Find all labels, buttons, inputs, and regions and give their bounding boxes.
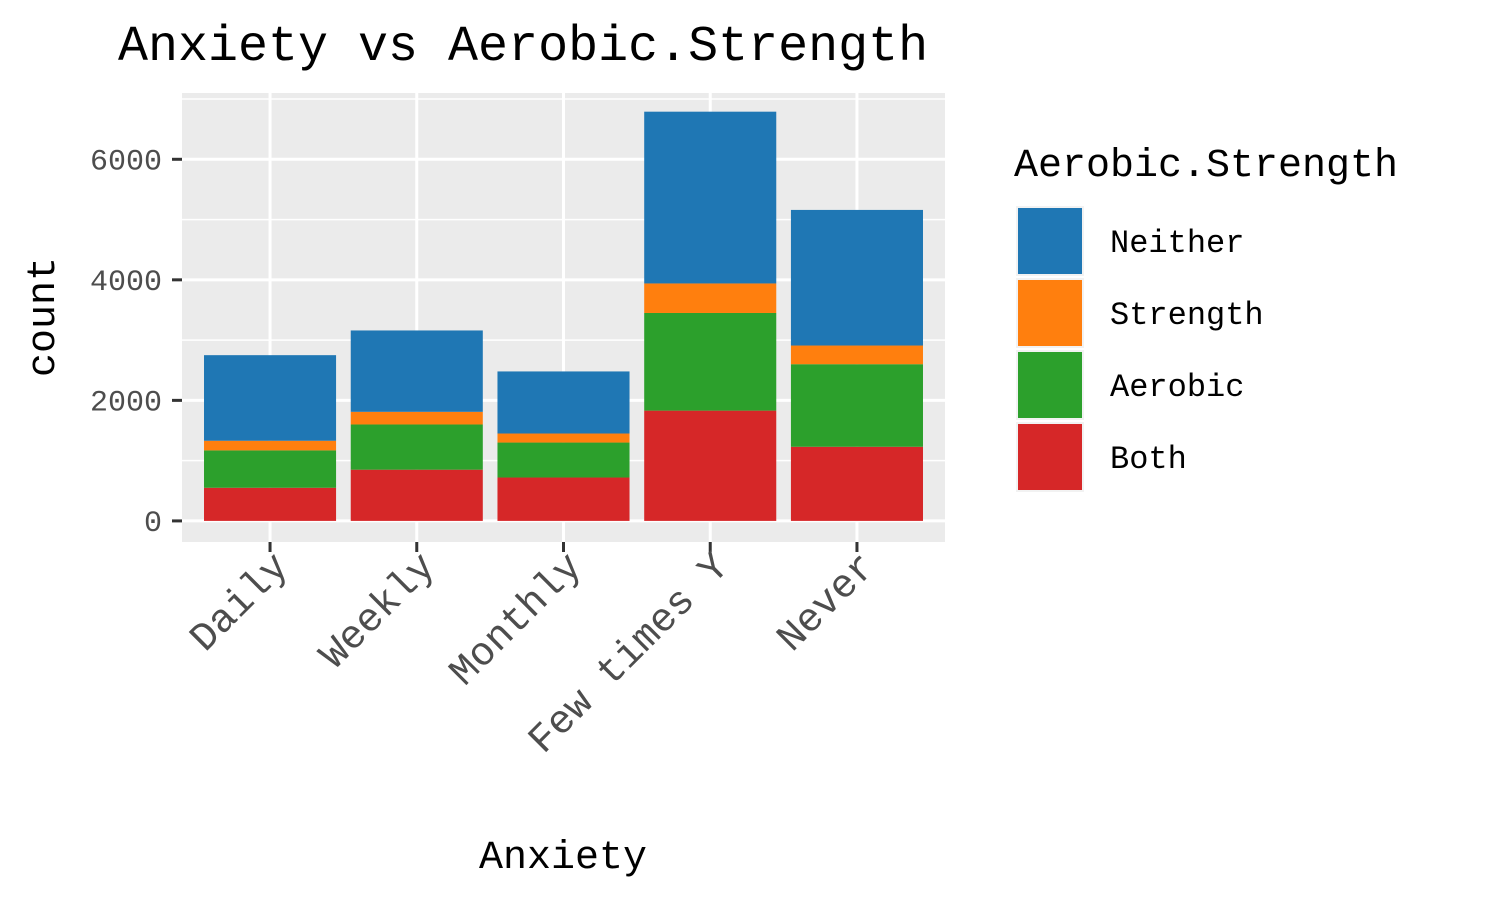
- bar-segment-strength: [204, 440, 337, 451]
- bar-segment-both: [204, 487, 337, 521]
- legend-swatch-strength: [1018, 280, 1082, 346]
- legend: Aerobic.Strength Neither Strength Aerobic B…: [1014, 144, 1398, 492]
- bar-segment-both: [790, 446, 923, 521]
- bar-segment-aerobic: [644, 312, 777, 411]
- bar-segment-neither: [497, 371, 630, 434]
- bars: [204, 111, 923, 521]
- bar-segment-neither: [204, 355, 337, 441]
- x-tick-label: Monthly: [442, 545, 593, 696]
- legend-label-neither: Neither: [1110, 225, 1244, 262]
- bar-segment-both: [644, 410, 777, 521]
- legend-swatch-aerobic: [1018, 352, 1082, 418]
- y-tick-label: 2000: [90, 386, 162, 420]
- y-tick-label: 0: [144, 507, 162, 541]
- legend-label-aerobic: Aerobic: [1110, 369, 1244, 406]
- bar-segment-neither: [350, 330, 483, 412]
- x-axis-title: Anxiety: [479, 836, 647, 881]
- x-tick-label: Never: [769, 545, 886, 662]
- legend-label-both: Both: [1110, 441, 1187, 478]
- chart-title: Anxiety vs Aerobic.Strength: [118, 19, 928, 76]
- bar-segment-strength: [350, 411, 483, 425]
- legend-swatch-neither: [1018, 208, 1082, 274]
- bar-segment-aerobic: [350, 424, 483, 470]
- x-tick-label: Daily: [183, 545, 300, 662]
- bar-segment-neither: [790, 209, 923, 346]
- legend-label-strength: Strength: [1110, 297, 1264, 334]
- bar-segment-aerobic: [204, 450, 337, 488]
- y-tick-label: 4000: [90, 266, 162, 300]
- bar-segment-aerobic: [790, 364, 923, 447]
- bar-segment-strength: [790, 345, 923, 365]
- y-axis: 0 2000 4000 6000: [90, 145, 182, 541]
- legend-swatch-both: [1018, 424, 1082, 490]
- bar-segment-strength: [497, 433, 630, 443]
- bar-segment-neither: [644, 111, 777, 284]
- y-axis-title: count: [22, 257, 67, 377]
- bar-segment-strength: [644, 283, 777, 313]
- bar-segment-aerobic: [497, 442, 630, 478]
- x-tick-label: Weekly: [312, 545, 446, 679]
- y-tick-label: 6000: [90, 145, 162, 179]
- bar-segment-both: [497, 477, 630, 521]
- bar-segment-both: [350, 469, 483, 521]
- legend-title: Aerobic.Strength: [1014, 144, 1398, 189]
